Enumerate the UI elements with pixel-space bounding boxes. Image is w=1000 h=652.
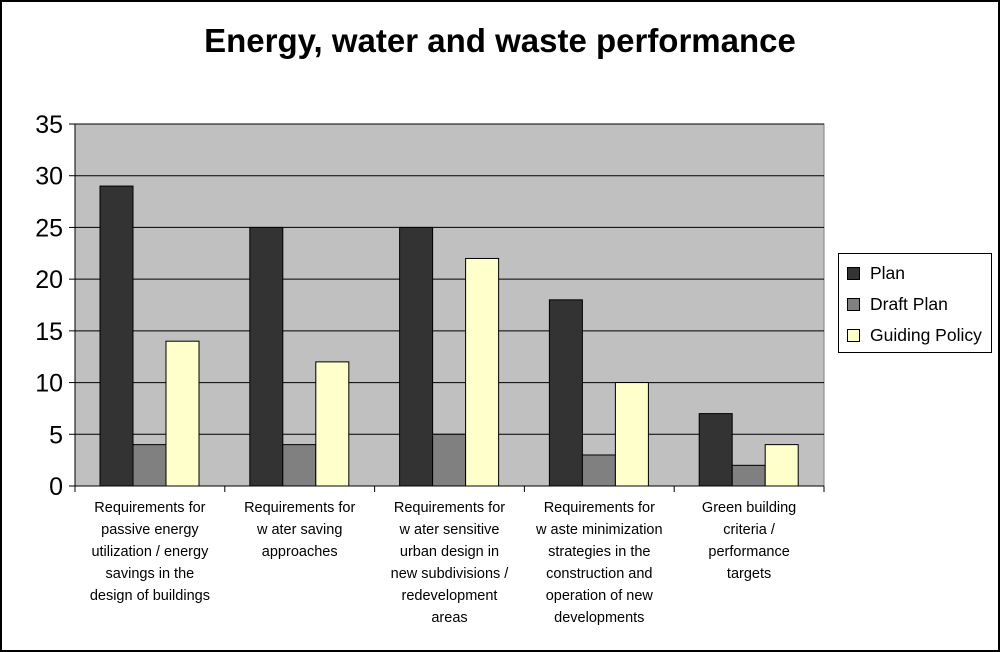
x-tick-label-line: Requirements for xyxy=(94,500,206,516)
bar-plan-3 xyxy=(548,299,583,487)
legend-item-draft-plan: Draft Plan xyxy=(847,293,948,315)
x-tick-label-0: Requirements for passive energy utilizatio… xyxy=(79,497,221,607)
x-tick-label-3: Requirements for w aste minimization strat… xyxy=(528,497,670,629)
x-tick-label-line: performance xyxy=(708,544,790,560)
y-tick-label-15: 15 xyxy=(35,318,63,346)
bar-draft-plan-4 xyxy=(731,464,766,487)
y-tick-label-5: 5 xyxy=(49,421,63,449)
x-tick-label-line: Requirements for xyxy=(393,500,506,516)
legend-label-draft-plan: Draft Plan xyxy=(870,293,948,314)
bar-plan-4 xyxy=(698,413,733,487)
bar-guiding-policy-3 xyxy=(614,382,649,487)
legend: Plan Draft Plan Guiding Policy xyxy=(838,253,992,353)
y-tick-label-20: 20 xyxy=(35,266,63,294)
y-tick-label-0: 0 xyxy=(49,473,63,501)
x-tick-label-2: Requirements for w ater sensitive urban de… xyxy=(379,497,521,629)
x-tick-label-4: Green building criteria / performance targe… xyxy=(678,497,820,585)
x-tick-label-line: approaches xyxy=(261,544,338,560)
legend-swatch-guiding-policy xyxy=(847,328,860,342)
y-tick-label-25: 25 xyxy=(35,214,63,242)
x-tick-label-line: developments xyxy=(554,610,645,626)
bar-guiding-policy-0 xyxy=(165,340,200,487)
legend-label-guiding-policy: Guiding Policy xyxy=(870,324,982,345)
x-tick-label-line: utilization / energy xyxy=(91,544,209,560)
legend-swatch-plan xyxy=(847,266,860,280)
x-tick-label-line: construction and xyxy=(546,566,653,582)
x-tick-label-line: redevelopment xyxy=(401,588,498,604)
x-tick-label-line: savings in the xyxy=(105,566,195,582)
x-tick-label-line: passive energy xyxy=(101,522,199,538)
x-tick-label-line: strategies in the xyxy=(548,544,651,560)
y-tick-label-35: 35 xyxy=(35,111,63,139)
x-tick-label-line: operation of new xyxy=(545,588,653,604)
legend-item-guiding-policy: Guiding Policy xyxy=(847,324,982,346)
x-tick-label-line: design of buildings xyxy=(89,588,210,604)
bar-draft-plan-0 xyxy=(132,444,167,487)
legend-label-plan: Plan xyxy=(870,262,906,283)
legend-item-plan: Plan xyxy=(847,262,905,284)
y-tick-label-30: 30 xyxy=(35,163,63,191)
x-tick-label-line: urban design in xyxy=(399,544,500,560)
bar-plan-2 xyxy=(399,226,434,487)
chart-title: Energy, water and waste performance xyxy=(204,22,796,59)
x-tick-label-line: Requirements for xyxy=(543,500,655,516)
x-tick-label-line: areas xyxy=(431,610,468,626)
bar-draft-plan-1 xyxy=(282,444,317,487)
x-tick-label-line: w ater saving xyxy=(256,522,343,538)
bar-draft-plan-2 xyxy=(432,433,467,487)
x-tick-label-line: new subdivisions / xyxy=(390,566,509,582)
bar-plan-0 xyxy=(99,185,134,487)
x-tick-label-line: targets xyxy=(726,566,772,582)
bar-draft-plan-3 xyxy=(581,454,616,487)
x-tick-label-line: w ater sensitive xyxy=(399,522,500,538)
x-tick-label-line: w aste minimization xyxy=(536,522,663,538)
bar-guiding-policy-2 xyxy=(465,257,500,487)
bar-plan-1 xyxy=(249,226,284,487)
x-tick-label-line: Green building xyxy=(701,500,797,516)
legend-swatch-draft-plan xyxy=(847,297,860,311)
x-tick-label-line: Requirements for xyxy=(244,500,356,516)
bar-guiding-policy-1 xyxy=(315,361,350,487)
x-tick-label-1: Requirements for w ater saving approaches xyxy=(229,497,371,563)
y-tick-label-10: 10 xyxy=(35,370,63,398)
bar-guiding-policy-4 xyxy=(764,444,799,487)
x-tick-label-line: criteria / xyxy=(723,522,775,538)
